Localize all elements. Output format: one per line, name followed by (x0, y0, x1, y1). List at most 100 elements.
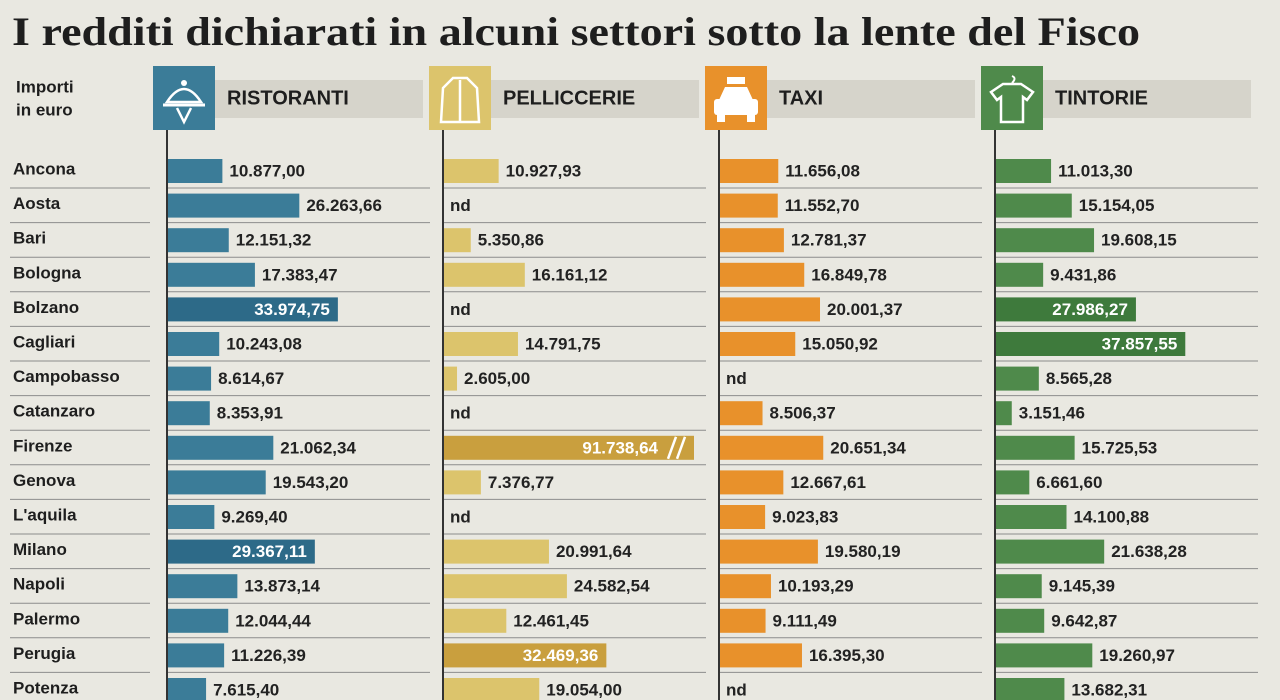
value-label: 16.395,30 (809, 646, 885, 665)
category-label: Aosta (13, 194, 61, 213)
bar (444, 366, 458, 391)
bar (720, 297, 821, 322)
category-label: Napoli (13, 575, 65, 594)
value-label: 12.044,44 (235, 611, 311, 630)
value-label: 10.927,93 (506, 161, 582, 180)
header-band (491, 80, 699, 118)
value-label: nd (450, 404, 471, 423)
bar (168, 678, 207, 700)
value-label: 9.145,39 (1049, 577, 1115, 596)
bar (720, 159, 779, 183)
header-band (1043, 80, 1251, 118)
value-label: 12.461,45 (513, 611, 589, 630)
bar (720, 470, 784, 495)
value-label: 8.353,91 (217, 404, 283, 423)
category-label: Catanzaro (13, 402, 95, 421)
category-label: Ancona (13, 159, 76, 178)
series-name: RISTORANTI (227, 87, 349, 109)
bar (996, 643, 1093, 668)
bar (444, 608, 507, 633)
note: Importi (16, 77, 74, 96)
value-label: 11.226,39 (231, 646, 306, 665)
value-label: nd (450, 507, 471, 526)
bar (996, 608, 1045, 633)
value-label: 15.725,53 (1082, 438, 1158, 457)
category-label: Firenze (13, 436, 73, 455)
bar (996, 193, 1072, 218)
value-label: 9.269,40 (221, 507, 287, 526)
bar (168, 297, 338, 322)
value-label: 9.642,87 (1051, 611, 1117, 630)
category-label: Palermo (13, 609, 80, 628)
value-label: 15.050,92 (802, 334, 878, 353)
value-label: 9.111,49 (773, 611, 837, 630)
value-label: 12.781,37 (791, 231, 867, 250)
break-mark (666, 436, 678, 460)
bar (168, 262, 255, 287)
bar (444, 539, 549, 564)
bar (720, 401, 763, 426)
bar (996, 470, 1030, 495)
value-label: 16.161,12 (532, 265, 608, 284)
value-label: 20.991,64 (556, 542, 632, 561)
header-band (215, 80, 423, 118)
bar (168, 435, 274, 460)
bar (168, 228, 229, 253)
break-mark (675, 436, 687, 460)
value-label: 19.543,20 (273, 473, 349, 492)
category-label: Bari (13, 229, 46, 248)
bar (444, 470, 481, 495)
value-label: 15.154,05 (1079, 196, 1155, 215)
bar (444, 262, 525, 287)
value-label: nd (450, 196, 471, 215)
value-label: 9.023,83 (772, 507, 838, 526)
bar (444, 228, 471, 253)
value-label: 17.383,47 (262, 265, 338, 284)
value-label: 10.877,00 (229, 161, 305, 180)
bar (996, 297, 1136, 322)
value-label: 11.552,70 (785, 196, 860, 215)
value-label: 20.651,34 (830, 438, 906, 457)
value-label: nd (450, 300, 471, 319)
bar (168, 332, 220, 356)
category-label: Bologna (13, 263, 82, 282)
bar (720, 505, 766, 529)
bar (444, 678, 540, 700)
value-label: nd (726, 369, 747, 388)
bar (168, 574, 238, 599)
note: in euro (16, 100, 73, 119)
bar (168, 401, 210, 426)
icon-box (981, 66, 1043, 130)
value-label: 7.376,77 (488, 473, 554, 492)
value-label: 2.605,00 (464, 369, 530, 388)
icon-shape (439, 76, 481, 124)
bar (444, 332, 518, 356)
value-label: 19.260,97 (1099, 646, 1175, 665)
value-label: 24.582,54 (574, 577, 650, 596)
value-label: 8.565,28 (1046, 369, 1112, 388)
bar (444, 159, 499, 183)
series-name: PELLICCERIE (503, 87, 635, 109)
category-label: Perugia (13, 644, 76, 663)
bar (168, 608, 229, 633)
value-label: 26.263,66 (306, 196, 382, 215)
bar (720, 332, 796, 356)
bar (720, 193, 778, 218)
icon-shape (989, 82, 1035, 124)
value-label: 16.849,78 (811, 265, 887, 284)
bar (168, 643, 225, 668)
bar (996, 435, 1075, 460)
value-label: 21.638,28 (1111, 542, 1187, 561)
value-label: 12.151,32 (236, 231, 312, 250)
value-label: 13.682,31 (1071, 680, 1147, 699)
bar (168, 159, 223, 183)
bar (996, 539, 1105, 564)
value-label: 32.469,36 (523, 646, 599, 665)
bar (996, 332, 1186, 356)
value-label: 14.791,75 (525, 334, 601, 353)
bar (996, 505, 1067, 529)
value-label: 11.656,08 (785, 161, 860, 180)
value-label: 5.350,86 (478, 231, 544, 250)
